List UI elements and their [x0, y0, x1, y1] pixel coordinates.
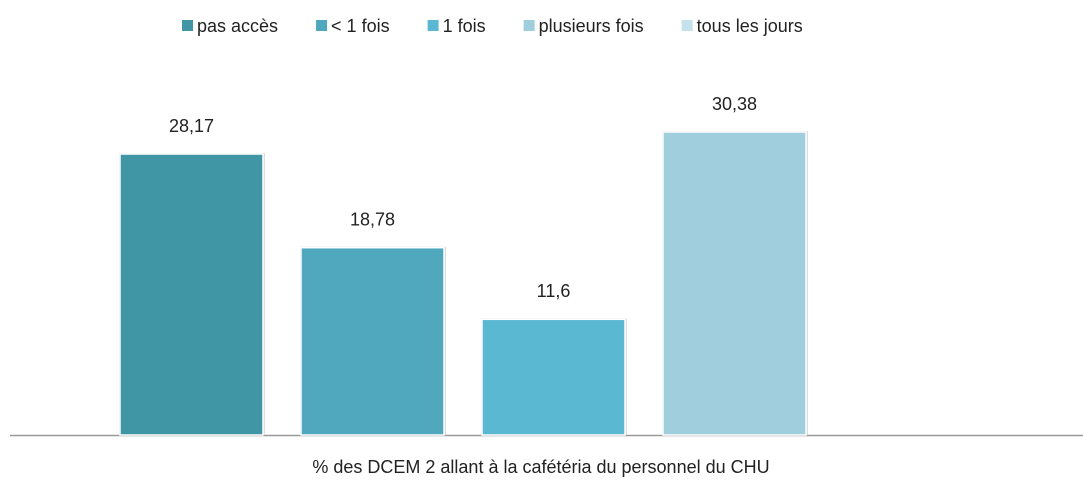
legend-label: < 1 fois: [331, 16, 390, 36]
legend-label: pas accès: [197, 16, 278, 36]
bar: [300, 246, 445, 436]
legend-swatch: [182, 20, 193, 31]
data-label: 28,17: [169, 116, 214, 136]
legend-swatch: [316, 20, 328, 31]
legend-swatch: [523, 20, 535, 31]
legend-swatch: [681, 20, 693, 31]
legend-swatch: [427, 20, 439, 31]
bar: [119, 153, 264, 436]
bar: [662, 131, 807, 436]
legend-label: tous les jours: [697, 16, 803, 36]
legend-label: 1 fois: [443, 16, 486, 36]
bar: [481, 318, 626, 436]
legend-label: plusieurs fois: [539, 16, 644, 36]
data-label: 18,78: [350, 209, 395, 229]
x-axis-label: % des DCEM 2 allant à la cafétéria du pe…: [312, 457, 769, 477]
data-label: 11,6: [537, 281, 571, 301]
data-label: 30,38: [712, 94, 757, 114]
